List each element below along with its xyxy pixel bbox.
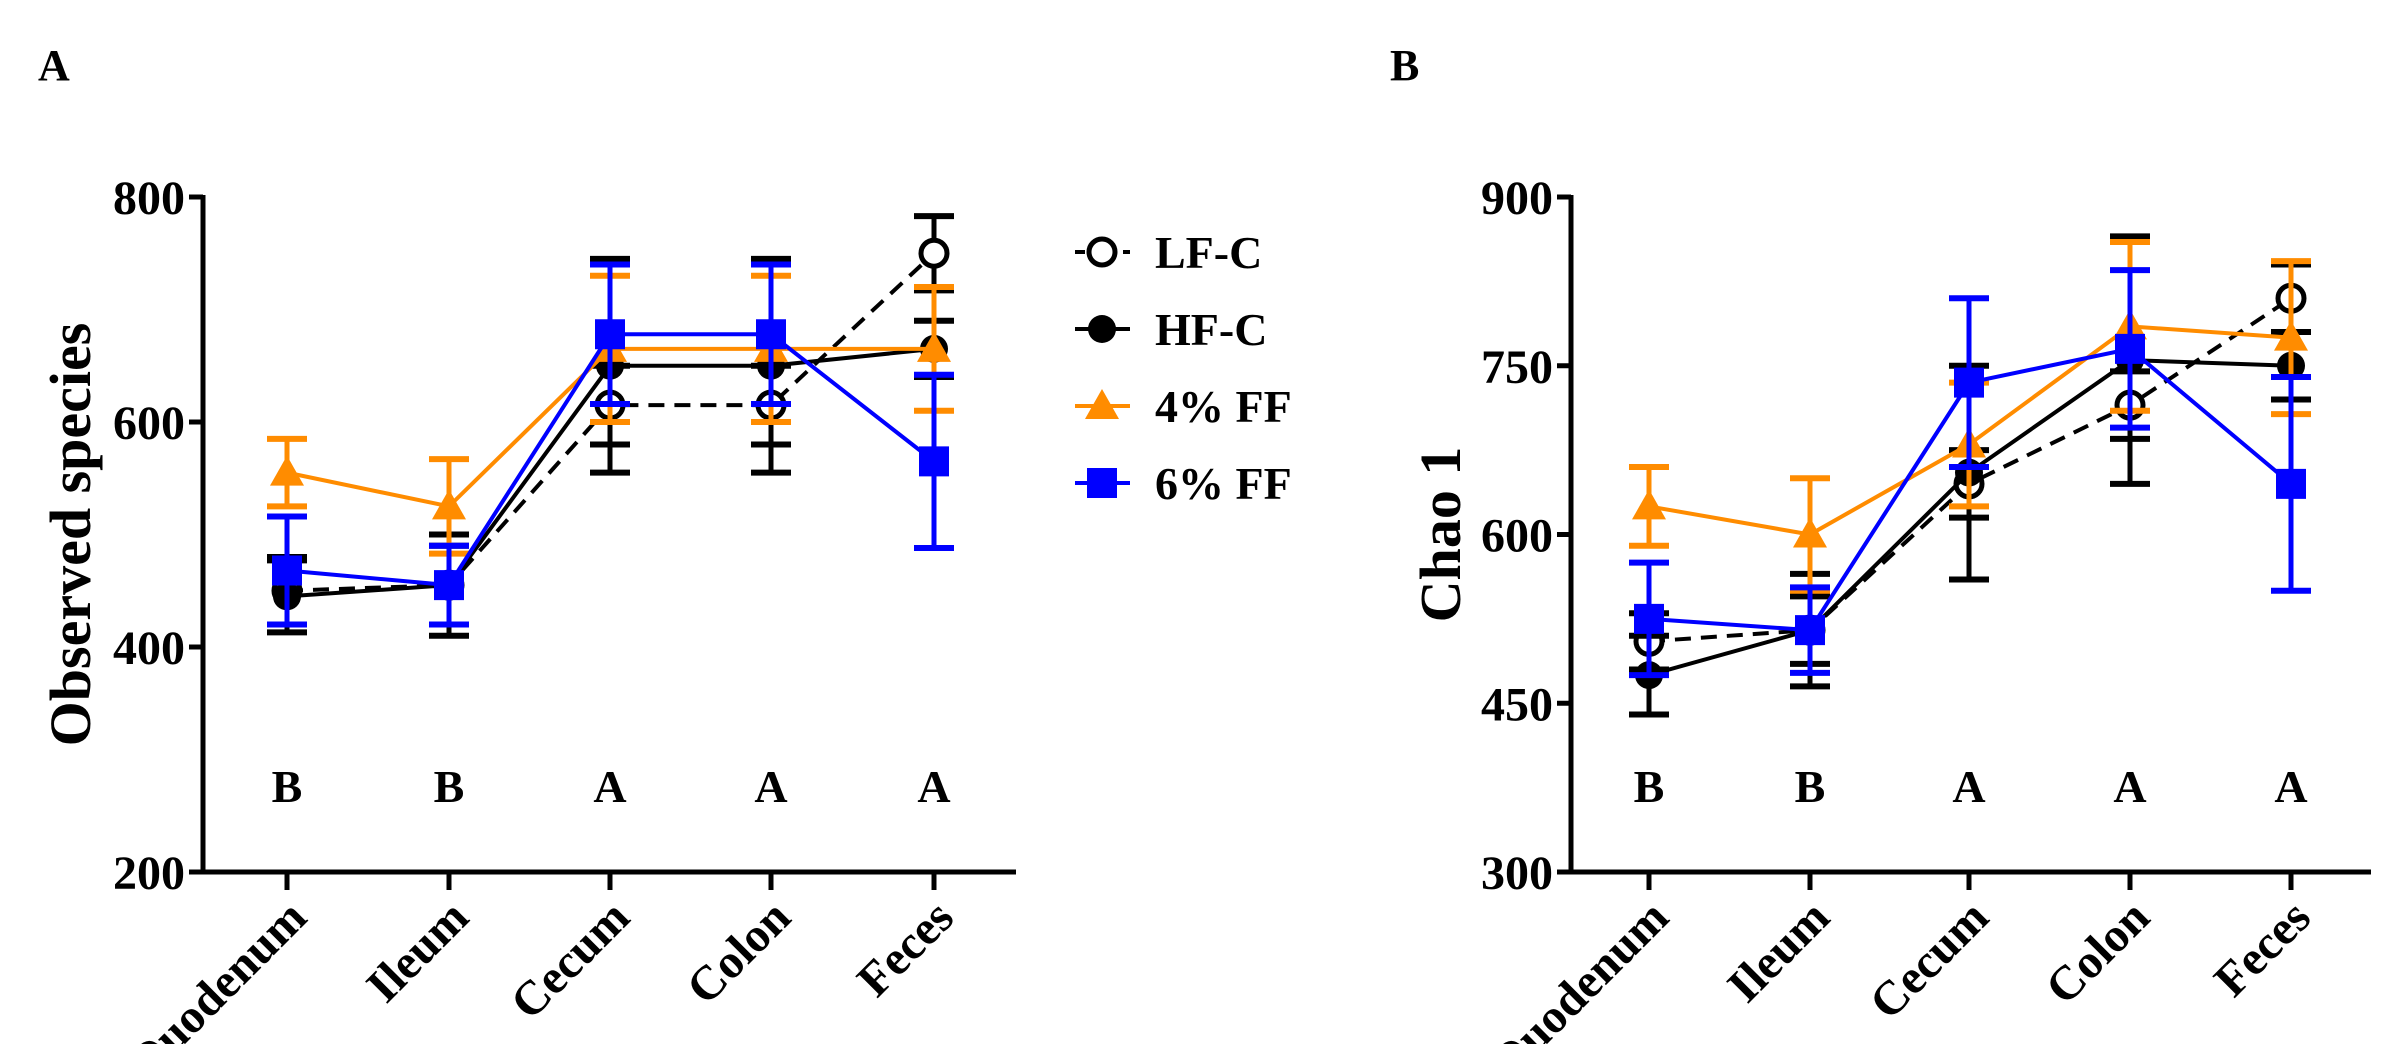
legend: LF-C HF-C 4% FF 6% FF (1075, 227, 1292, 509)
x-tick-label: Feces (847, 890, 964, 1007)
data-point (2276, 468, 2306, 499)
y-tick-label: 750 (1481, 341, 1553, 394)
data-point (1634, 603, 1664, 634)
panel-a: A 200 400 600 800 Observed species Duodenum B Il… (38, 41, 1016, 1044)
group-letter: B (272, 761, 303, 812)
legend-entry: HF-C (1075, 304, 1267, 355)
group-letter: A (593, 761, 626, 812)
y-tick-label: 450 (1481, 678, 1553, 731)
data-point (1793, 517, 1827, 548)
data-point (919, 446, 949, 477)
group-letter: B (434, 761, 465, 812)
series-6-ff (1629, 267, 2311, 679)
y-tick-label: 600 (113, 397, 185, 450)
y-tick-label: 800 (113, 172, 185, 225)
data-point (2274, 320, 2308, 351)
x-tick-label: Cecum (1860, 890, 1999, 1029)
legend-entry: 4% FF (1075, 381, 1292, 432)
y-tick-label: 600 (1481, 510, 1553, 563)
legend-label: 6% FF (1155, 458, 1292, 509)
group-letter: A (754, 761, 787, 812)
data-point (756, 319, 786, 350)
y-tick-label: 900 (1481, 172, 1553, 225)
legend-marker (1086, 236, 1118, 268)
group-letter: B (1795, 761, 1826, 812)
x-tick-label: Duodenum (119, 890, 317, 1044)
legend-entry: 6% FF (1075, 458, 1292, 509)
x-tick-label: Colon (2036, 890, 2160, 1014)
x-tick-label: Colon (677, 890, 801, 1014)
group-letter: A (2274, 761, 2307, 812)
data-point (1632, 489, 1666, 520)
x-tick-label: Duodenum (1481, 890, 1679, 1044)
legend-label: 4% FF (1155, 381, 1292, 432)
data-point (270, 455, 304, 486)
panel-label: A (38, 41, 70, 90)
series-6-ff (267, 261, 954, 628)
data-point (2115, 333, 2145, 364)
legend-marker (1087, 468, 1117, 498)
legend-label: LF-C (1155, 227, 1262, 278)
group-letter: A (917, 761, 950, 812)
legend-entry: LF-C (1075, 227, 1262, 278)
data-point (1954, 367, 1984, 398)
group-letter: B (1634, 761, 1665, 812)
data-point (272, 555, 302, 586)
data-point (1795, 615, 1825, 646)
data-point (432, 489, 466, 520)
y-axis-label: Chao 1 (1408, 447, 1473, 623)
x-tick-label: Ileum (356, 890, 478, 1012)
y-tick-label: 200 (113, 847, 185, 900)
panel-b: B 300 450 600 750 900 Chao 1 Duodenum B Ileum B Cec… (1390, 41, 2371, 1044)
data-point (434, 570, 464, 601)
y-tick-label: 400 (113, 622, 185, 675)
x-tick-label: Feces (2204, 890, 2321, 1007)
group-letter: A (2113, 761, 2146, 812)
y-tick-label: 300 (1481, 847, 1553, 900)
data-point (918, 237, 950, 269)
y-axis-label: Observed species (38, 323, 103, 747)
data-point (595, 319, 625, 350)
panel-label: B (1390, 41, 1419, 90)
x-tick-label: Cecum (501, 890, 640, 1029)
legend-marker (1088, 315, 1116, 343)
legend-marker (1085, 389, 1119, 419)
data-point (917, 331, 951, 362)
x-tick-label: Ileum (1717, 890, 1839, 1012)
group-letter: A (1952, 761, 1985, 812)
legend-label: HF-C (1155, 304, 1267, 355)
